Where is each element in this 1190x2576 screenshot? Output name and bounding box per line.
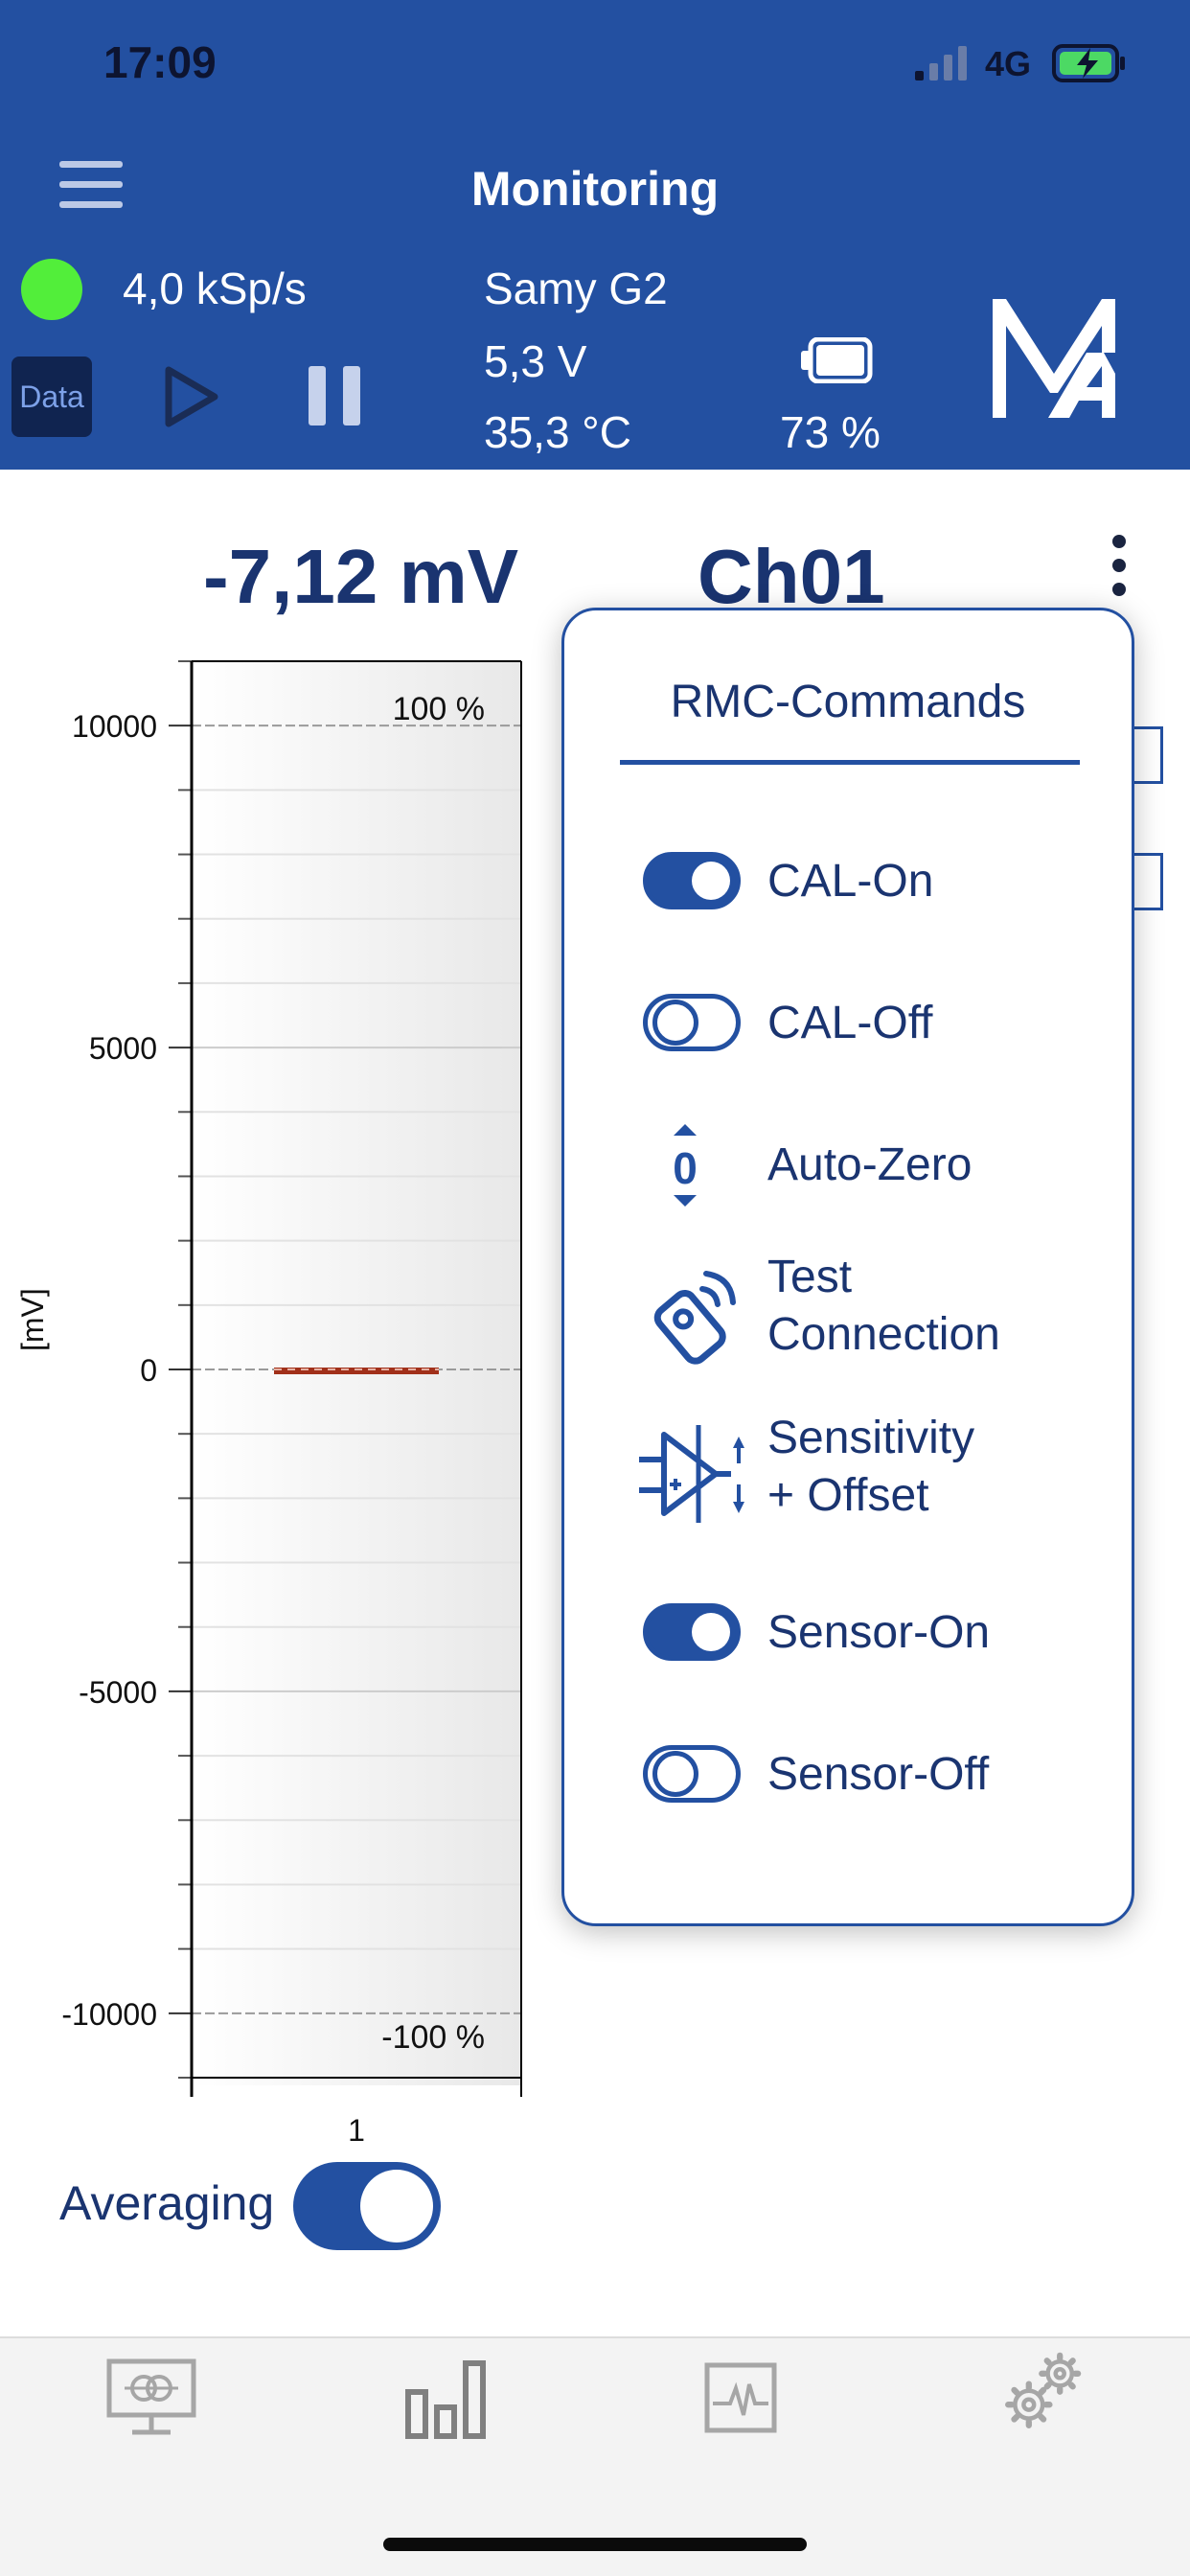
sample-rate: 4,0 kSp/s (123, 264, 307, 313)
annotation-minus-100-percent: -100 % (381, 2019, 485, 2056)
menu-item-cal-on[interactable]: CAL-On (564, 829, 1132, 934)
menu-item-label-line2: Connection (767, 1309, 1000, 1360)
network-type: 4G (985, 44, 1032, 83)
channel-label[interactable]: Ch01 (698, 534, 885, 619)
hidden-control-edge (1134, 726, 1163, 784)
y-tick-label: -5000 (79, 1675, 157, 1710)
averaging-toggle[interactable] (293, 2162, 441, 2250)
menu-item-sensitivity-offset[interactable]: Sensitivity + Offset (564, 1404, 1132, 1538)
menu-item-label: Sensitivity (767, 1413, 975, 1463)
page-title: Monitoring (470, 162, 720, 216)
battery-icon (801, 337, 873, 383)
status-time: 17:09 (103, 37, 217, 87)
toggle-off-icon (643, 994, 741, 1051)
y-tick-label: 5000 (89, 1031, 157, 1066)
rmc-commands-menu: RMC-Commands CAL-On CAL-Off 0 Auto-Zero … (561, 608, 1134, 1926)
battery-charging-icon (1052, 44, 1125, 82)
menu-item-label-line2: + Offset (767, 1470, 929, 1521)
toggle-on-icon (643, 1603, 741, 1661)
menu-title: RMC-Commands (670, 677, 1026, 727)
menu-item-test-connection[interactable]: Test Connection (564, 1243, 1132, 1377)
amplifier-icon (639, 1425, 744, 1523)
hidden-control-edge (1134, 853, 1163, 910)
menu-item-label: Test (767, 1252, 853, 1302)
bar-chart-tab-icon[interactable] (399, 2356, 494, 2442)
brand-logo-icon (993, 299, 1115, 418)
svg-text:0: 0 (673, 1143, 698, 1193)
more-options-icon[interactable] (1108, 535, 1131, 596)
averaging-label: Averaging (59, 2176, 275, 2230)
status-led (21, 259, 82, 320)
menu-item-label: CAL-Off (767, 998, 933, 1048)
x-category-label: 1 (348, 2113, 365, 2147)
signal-tab-icon[interactable] (696, 2356, 791, 2442)
app-header: 17:09 4G Monitoring 4,0 kSp/s Data Samy … (0, 0, 1190, 470)
menu-item-cal-off[interactable]: CAL-Off (564, 971, 1132, 1076)
tab-bar (0, 2336, 1190, 2576)
menu-item-sensor-off[interactable]: Sensor-Off (564, 1722, 1132, 1828)
cell-signal-icon (915, 46, 967, 80)
device-temperature: 35,3 °C (484, 407, 631, 457)
menu-item-label: CAL-On (767, 856, 934, 907)
menu-item-sensor-on[interactable]: Sensor-On (564, 1580, 1132, 1686)
settings-tab-icon[interactable] (996, 2346, 1092, 2432)
measured-value: -7,12 mV (203, 534, 519, 619)
menu-divider (620, 760, 1080, 765)
menu-item-label: Auto-Zero (767, 1139, 973, 1190)
y-tick-label: 0 (140, 1353, 157, 1388)
toggle-on-icon (643, 852, 741, 909)
data-button[interactable]: Data (11, 356, 92, 437)
home-indicator[interactable] (383, 2538, 807, 2551)
device-name: Samy G2 (484, 264, 668, 313)
bar-ch1 (274, 1368, 439, 1374)
y-tick-label: 10000 (72, 709, 157, 744)
menu-item-auto-zero[interactable]: 0 Auto-Zero (564, 1113, 1132, 1218)
hamburger-menu-icon[interactable] (59, 161, 123, 209)
play-icon[interactable] (163, 364, 220, 429)
toggle-off-icon (643, 1745, 741, 1803)
supply-voltage: 5,3 V (484, 336, 587, 386)
monitor-tab-icon[interactable] (103, 2356, 199, 2442)
annotation-100-percent: 100 % (393, 691, 485, 727)
y-axis-label: [mV] (15, 1288, 50, 1351)
menu-item-label: Sensor-Off (767, 1749, 990, 1800)
menu-item-label: Sensor-On (767, 1607, 991, 1658)
remote-connection-icon (653, 1271, 736, 1365)
pause-icon[interactable] (309, 366, 360, 426)
auto-zero-icon: 0 (673, 1124, 698, 1207)
battery-level: 73 % (780, 407, 881, 457)
y-tick-label: -10000 (61, 1997, 157, 2032)
bar-chart: 10000 5000 0 -5000 -10000 100 % -100 % 1 (61, 660, 522, 2147)
